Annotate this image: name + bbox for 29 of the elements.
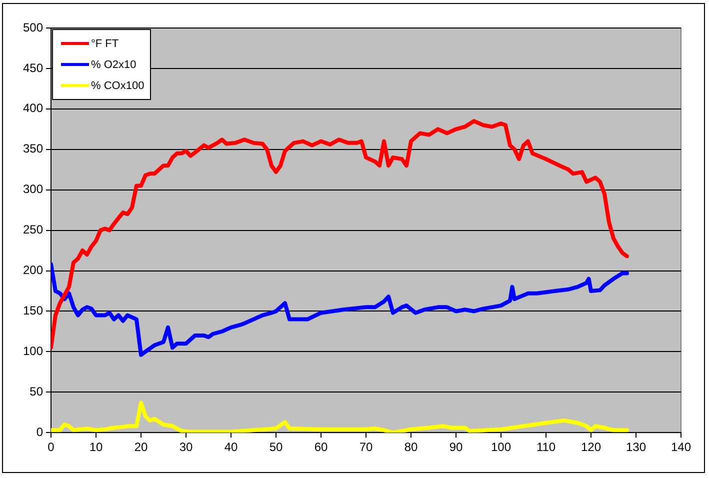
y-tick-label: 250 [22,222,44,237]
x-tick-label: 50 [269,440,283,454]
y-tick-label: 400 [22,101,44,116]
x-tick-label: 30 [179,440,193,454]
y-tick-label: 500 [22,20,44,34]
x-tick-label: 20 [134,440,148,454]
y-tick-label: 450 [22,60,44,75]
legend-label: % COx100 [91,80,144,92]
x-tick-label: 100 [490,440,512,454]
y-tick-label: 150 [22,304,44,318]
y-tick-label: 350 [22,142,44,156]
y-tick-label: 100 [22,344,44,358]
x-tick-label: 140 [670,440,692,454]
x-tick-label: 110 [536,440,556,454]
x-tick-label: 80 [404,440,418,454]
legend-label: % O2x10 [91,58,136,70]
x-tick-label: 130 [626,440,646,454]
y-tick-label: 50 [30,384,44,398]
x-tick-label: 90 [449,440,463,454]
y-tick-label: 300 [22,182,44,196]
x-tick-label: 120 [580,440,602,454]
x-tick-label: 0 [48,440,55,454]
y-tick-label: 0 [36,424,44,439]
x-tick-label: 40 [224,440,238,454]
y-tick-label: 200 [22,263,44,278]
x-tick-label: 70 [359,440,373,454]
x-tick-label: 10 [89,440,103,454]
x-tick-label: 60 [314,440,328,454]
legend-label: °F FT [91,38,119,50]
